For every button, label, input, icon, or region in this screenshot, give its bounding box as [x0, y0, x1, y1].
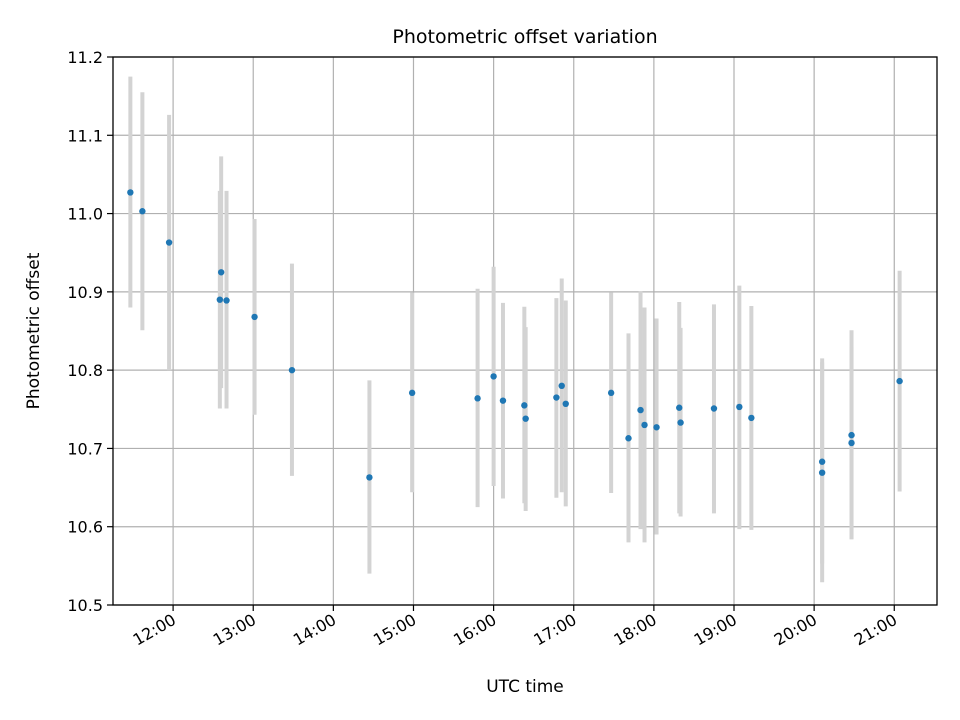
x-axis: 12:00 13:00 14:00 15:00 16:00 17:00 18:00 19:00…: [130, 605, 900, 650]
x-axis-title: UTC time: [486, 677, 564, 697]
data-point: [710, 405, 718, 412]
data-point: [748, 414, 755, 422]
data-point: [474, 395, 481, 402]
x-tick-label: 16:00: [450, 610, 499, 650]
data-point: [499, 397, 507, 404]
data-point: [223, 297, 230, 304]
data-point: [818, 458, 826, 465]
data-point: [216, 296, 224, 303]
data-point: [896, 377, 903, 385]
x-tick-label: 15:00: [370, 610, 419, 650]
chart-title: Photometric offset variation: [392, 26, 657, 48]
data-point: [637, 406, 644, 414]
data-point: [522, 415, 529, 422]
y-tick-label: 11.1: [67, 126, 103, 145]
data-point: [521, 402, 528, 409]
data-point: [127, 189, 134, 196]
y-tick-label: 10.5: [67, 596, 103, 615]
x-tick-label: 12:00: [130, 610, 179, 650]
x-tick-label: 18:00: [610, 610, 659, 650]
data-point: [165, 239, 173, 246]
x-tick-label: 21:00: [851, 610, 900, 650]
y-tick-label: 11.0: [67, 205, 103, 224]
data-point: [562, 400, 569, 408]
x-tick-label: 20:00: [771, 610, 820, 650]
data-point: [625, 435, 632, 442]
y-tick-label: 10.6: [67, 518, 103, 537]
data-point: [288, 366, 296, 374]
data-point: [676, 404, 683, 411]
y-axis: 10.5 10.6 10.7 10.8 10.9 11.0 11.1 11.2: [67, 48, 113, 615]
x-tick-label: 17:00: [530, 610, 579, 650]
data-point: [818, 469, 826, 476]
data-point: [139, 208, 146, 215]
x-tick-label: 14:00: [290, 610, 339, 650]
data-point: [607, 389, 615, 397]
x-tick-label: 13:00: [210, 610, 259, 650]
data-point: [490, 373, 497, 380]
y-tick-label: 10.7: [67, 439, 103, 458]
data-point: [553, 394, 560, 401]
y-tick-label: 10.9: [67, 283, 103, 302]
data-point: [641, 421, 648, 429]
data-point: [251, 313, 258, 321]
data-point: [558, 382, 565, 389]
data-point: [653, 424, 660, 431]
plot-frame: [112, 56, 938, 606]
data-point: [366, 474, 373, 481]
y-axis-title: Photometric offset: [24, 252, 44, 409]
data-point: [217, 269, 225, 276]
data-point: [736, 403, 743, 411]
y-tick-label: 11.2: [67, 48, 103, 67]
data-point: [408, 389, 416, 397]
data-point: [677, 419, 684, 426]
x-tick-label: 19:00: [691, 610, 740, 650]
y-tick-label: 10.8: [67, 361, 103, 380]
data-point: [848, 439, 855, 447]
data-point: [848, 431, 855, 439]
point-layer: [127, 189, 903, 481]
